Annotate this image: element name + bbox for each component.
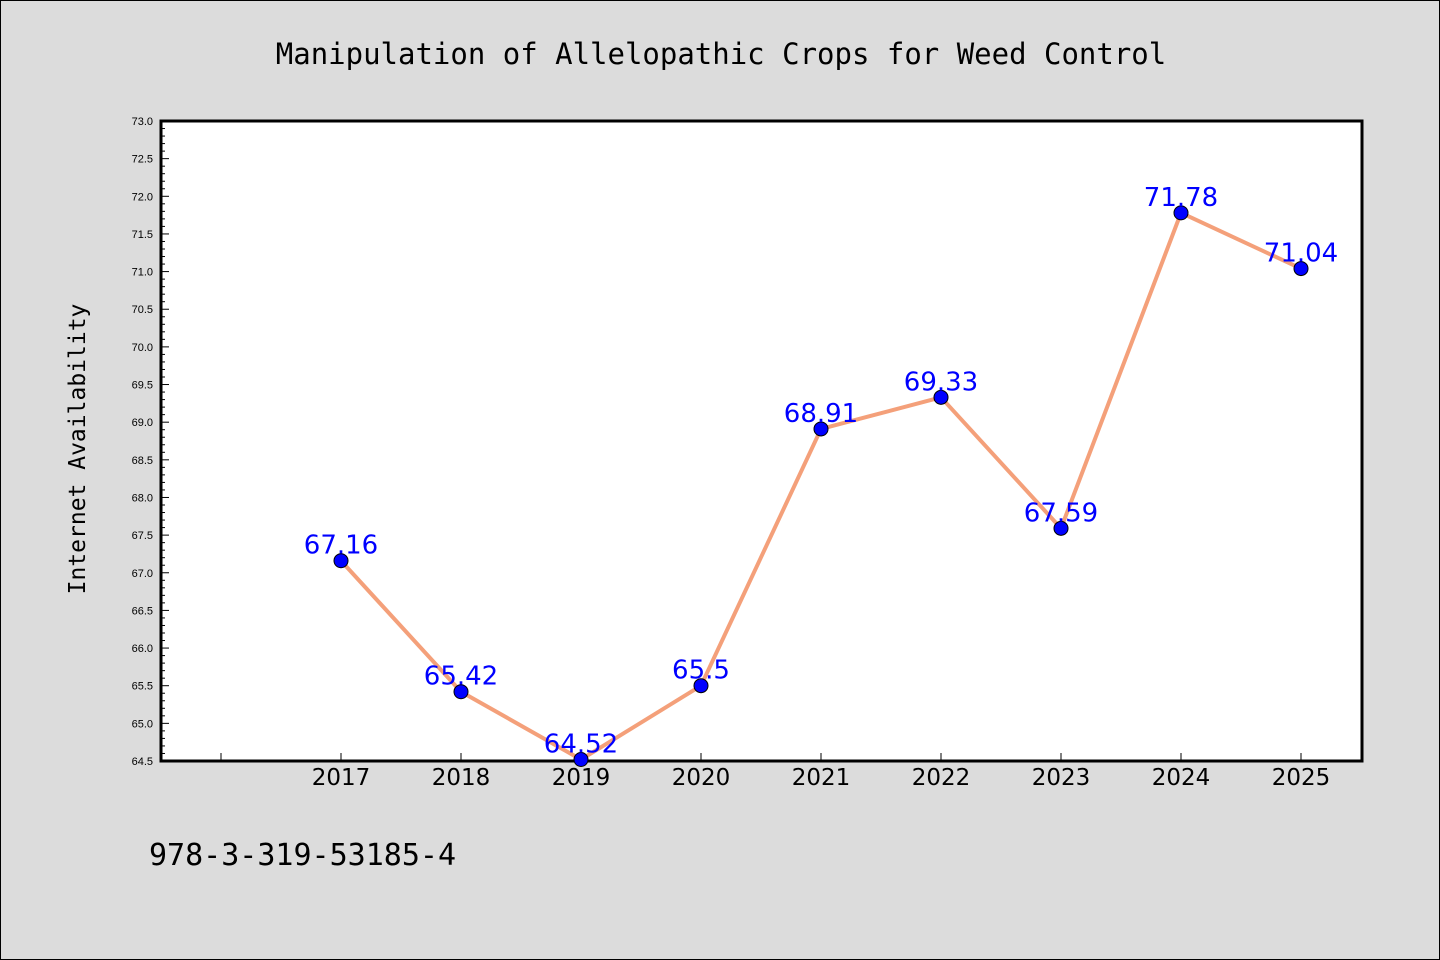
data-point-marker xyxy=(813,421,829,437)
y-tick-label: 69.0 xyxy=(132,417,153,429)
x-tick-label: 2017 xyxy=(312,765,371,791)
x-tick-label: 2025 xyxy=(1272,765,1331,791)
x-tick-label: 2022 xyxy=(912,765,971,791)
y-tick-label: 72.5 xyxy=(132,154,153,166)
x-tick-label: 2023 xyxy=(1032,765,1091,791)
y-tick-label: 64.5 xyxy=(132,756,153,768)
y-axis: 64.5 65.0 65.5 66.0 66.5 67.0 67.5 68.0 68.5 69.0… xyxy=(132,116,169,768)
data-point-marker xyxy=(933,389,949,405)
data-point-label: 71.04 xyxy=(1264,239,1338,269)
data-point-label: 67.59 xyxy=(1024,498,1098,528)
data-point-marker xyxy=(573,751,589,767)
x-tick-label: 2019 xyxy=(552,765,611,791)
plot-area xyxy=(159,119,1364,763)
y-tick-label: 66.5 xyxy=(132,605,153,617)
y-tick-label: 71.5 xyxy=(132,229,153,241)
data-point-label: 69.33 xyxy=(904,367,978,397)
y-tick-label: 65.5 xyxy=(132,681,153,693)
x-tick-label: 2018 xyxy=(432,765,491,791)
data-point-marker xyxy=(1293,261,1309,277)
y-tick-label: 65.0 xyxy=(132,718,153,730)
x-axis: 2017 2018 2019 2020 2021 2022 2023 2024 2025 xyxy=(220,753,1331,791)
y-tick-label: 67.0 xyxy=(132,568,153,580)
y-tick-label: 71.0 xyxy=(132,267,153,279)
chart-title: Manipulation of Allelopathic Crops for W… xyxy=(276,37,1166,71)
y-tick-label: 66.0 xyxy=(132,643,153,655)
y-tick-label: 69.5 xyxy=(132,380,153,392)
data-point-label: 67.16 xyxy=(304,531,378,561)
data-point-label: 65.42 xyxy=(424,662,498,692)
data-point-label: 68.91 xyxy=(784,399,858,429)
y-tick-label: 68.0 xyxy=(132,492,153,504)
data-point-label: 64.52 xyxy=(544,729,618,759)
y-tick-label: 72.0 xyxy=(132,191,153,203)
footer-isbn: 978-3-319-53185-4 xyxy=(149,838,456,873)
y-tick-label: 68.5 xyxy=(132,455,153,467)
data-point-marker xyxy=(1053,520,1069,536)
y-tick-label: 73.0 xyxy=(132,116,153,128)
data-point-marker xyxy=(453,684,469,700)
data-point-marker xyxy=(693,678,709,694)
data-point-label: 71.78 xyxy=(1144,183,1218,213)
data-point-label: 65.5 xyxy=(672,656,730,686)
x-tick-label: 2021 xyxy=(792,765,851,791)
data-point-marker xyxy=(333,553,349,569)
data-labels: 67.16 65.42 64.52 65.5 68.91 69.33 67.59 71.78 7… xyxy=(304,183,1338,760)
y-tick-label: 70.5 xyxy=(132,304,153,316)
y-axis-label: Internet Availability xyxy=(65,304,91,595)
x-tick-label: 2024 xyxy=(1152,765,1211,791)
data-point-marker xyxy=(1173,205,1189,221)
series-line-group xyxy=(333,205,1309,767)
y-tick-label: 70.0 xyxy=(132,342,153,354)
x-tick-label: 2020 xyxy=(672,765,731,791)
y-tick-label: 67.5 xyxy=(132,530,153,542)
